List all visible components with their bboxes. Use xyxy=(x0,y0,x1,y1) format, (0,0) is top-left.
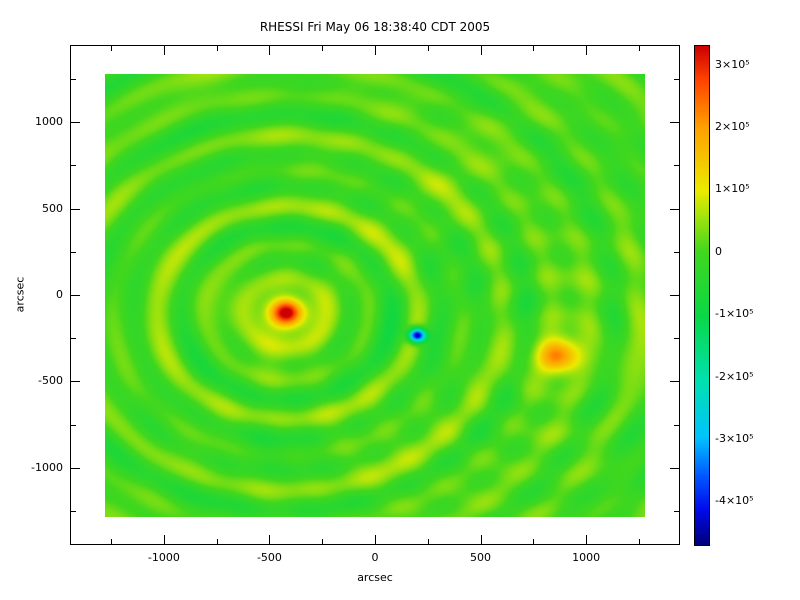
x-minor-tick xyxy=(216,46,218,51)
x-tick-label: 0 xyxy=(371,551,379,564)
y-minor-tick xyxy=(674,511,679,513)
y-minor-tick xyxy=(71,78,76,80)
x-minor-tick xyxy=(111,46,113,51)
x-axis-label: arcsec xyxy=(357,571,393,584)
y-tick-mark xyxy=(71,122,80,124)
x-tick-mark xyxy=(586,535,588,544)
y-minor-tick xyxy=(71,251,76,253)
x-tick-mark xyxy=(375,46,376,55)
x-minor-tick xyxy=(216,539,218,544)
y-minor-tick xyxy=(71,511,76,513)
y-minor-tick xyxy=(674,251,679,253)
y-tick-mark xyxy=(670,381,679,383)
y-minor-tick xyxy=(71,165,76,167)
x-tick-label: 500 xyxy=(470,551,492,564)
y-tick-mark xyxy=(71,208,80,210)
x-minor-tick xyxy=(322,46,324,51)
plot-frame xyxy=(70,45,680,545)
x-tick-label: -500 xyxy=(256,551,282,564)
colorbar-frame xyxy=(694,45,710,546)
x-tick-mark xyxy=(375,535,376,544)
x-tick-mark xyxy=(586,46,588,55)
y-tick-label: -1000 xyxy=(31,460,63,474)
y-minor-tick xyxy=(71,338,76,340)
colorbar-tick-label: -4×10⁵ xyxy=(715,494,754,508)
x-minor-tick xyxy=(427,46,429,51)
x-tick-mark xyxy=(269,535,271,544)
colorbar-tick-label: 2×10⁵ xyxy=(715,120,750,134)
colorbar-tick-label: 1×10⁵ xyxy=(715,182,750,196)
y-tick-mark xyxy=(670,122,679,124)
x-minor-tick xyxy=(111,539,113,544)
chart-title: RHESSI Fri May 06 18:38:40 CDT 2005 xyxy=(259,20,491,34)
y-minor-tick xyxy=(674,338,679,340)
y-tick-mark xyxy=(670,208,679,210)
y-tick-mark xyxy=(670,295,679,296)
x-tick-mark xyxy=(163,535,165,544)
colorbar-tick-label: -2×10⁵ xyxy=(715,369,754,383)
y-tick-mark xyxy=(670,467,679,469)
y-tick-label: -500 xyxy=(38,374,63,388)
colorbar-tick-label: 3×10⁵ xyxy=(715,57,750,71)
x-tick-label: -1000 xyxy=(147,551,180,564)
y-tick-mark xyxy=(71,295,80,296)
x-tick-mark xyxy=(480,46,482,55)
x-tick-mark xyxy=(480,535,482,544)
x-minor-tick xyxy=(638,539,640,544)
x-minor-tick xyxy=(533,46,535,51)
colorbar-tick-label: 0 xyxy=(715,244,722,258)
x-minor-tick xyxy=(533,539,535,544)
y-tick-label: 1000 xyxy=(35,115,63,129)
y-minor-tick xyxy=(71,424,76,426)
y-tick-label: 0 xyxy=(56,288,63,301)
x-minor-tick xyxy=(638,46,640,51)
y-tick-label: 500 xyxy=(42,201,63,215)
x-tick-mark xyxy=(163,46,165,55)
y-minor-tick xyxy=(674,78,679,80)
x-tick-label: 1000 xyxy=(572,551,601,564)
x-minor-tick xyxy=(322,539,324,544)
x-minor-tick xyxy=(427,539,429,544)
y-tick-mark xyxy=(71,381,80,383)
x-tick-mark xyxy=(269,46,271,55)
y-minor-tick xyxy=(674,165,679,167)
colorbar-canvas xyxy=(695,46,709,545)
y-minor-tick xyxy=(674,424,679,426)
heatmap-canvas xyxy=(105,74,645,517)
colorbar-tick-label: -3×10⁵ xyxy=(715,431,754,445)
colorbar-tick-label: -1×10⁵ xyxy=(715,307,754,321)
y-tick-mark xyxy=(71,467,80,469)
